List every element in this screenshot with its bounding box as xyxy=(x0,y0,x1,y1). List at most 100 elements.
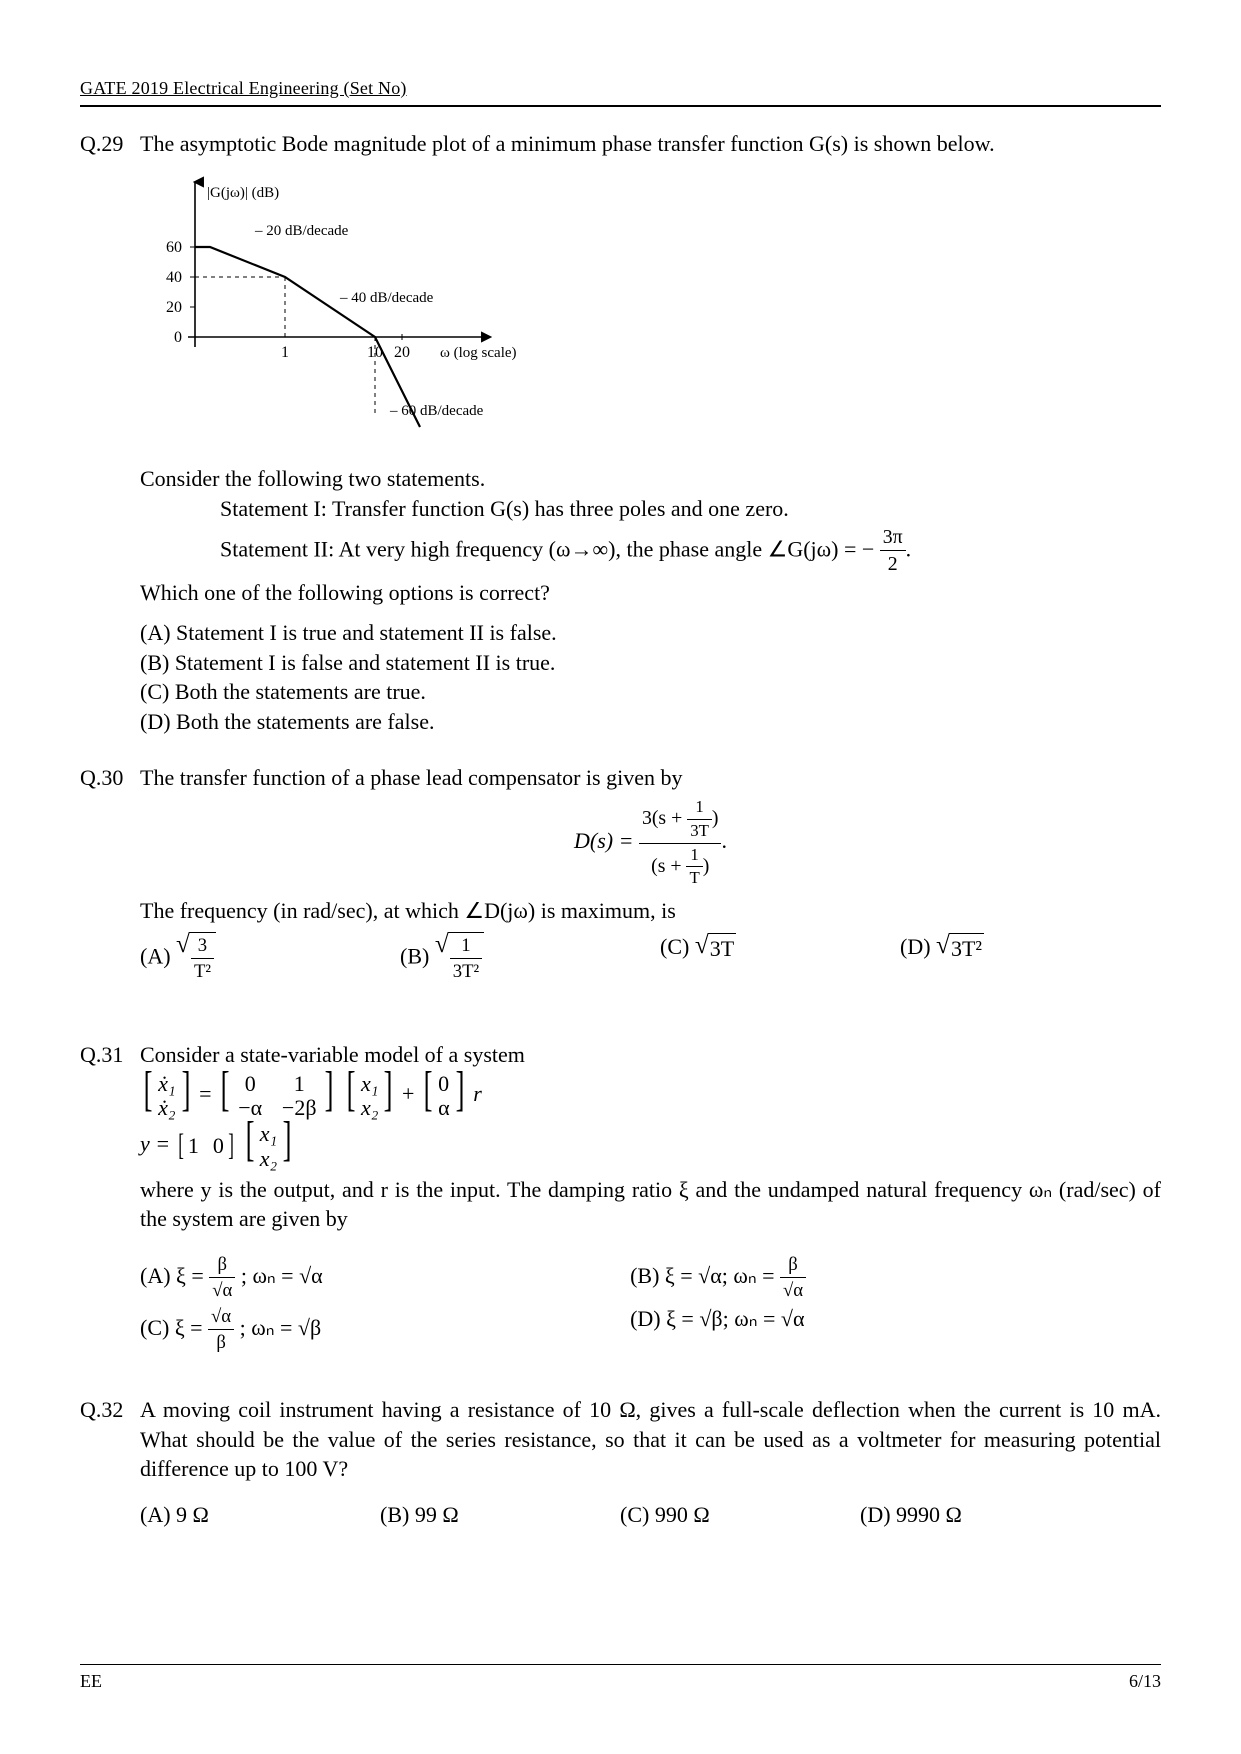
d: 3T² xyxy=(450,959,482,984)
text: . xyxy=(906,536,912,561)
y-eq: y = xyxy=(140,1132,176,1157)
question-body: The transfer function of a phase lead co… xyxy=(140,763,1161,985)
q30-line2: The frequency (in rad/sec), at which ∠D(… xyxy=(140,896,1161,926)
d: √α xyxy=(780,1278,806,1303)
cell: α xyxy=(438,1096,450,1120)
q31-opt-c: (C) ξ = √α β ; ωₙ = √β xyxy=(140,1304,630,1355)
q29-which: Which one of the following options is co… xyxy=(140,578,1161,608)
inner-frac: 1T xyxy=(686,844,702,890)
ylabel: |G(jω)| (dB) xyxy=(207,185,279,201)
q32-opt-d: (D) 9990 Ω xyxy=(860,1500,1060,1530)
matrix-xdot: [ ẋ₁ ẋ₂ ] xyxy=(140,1072,194,1120)
denominator: (s + 1T) xyxy=(639,844,722,890)
q30-opt-b: (B) √ 1 3T² xyxy=(400,932,620,984)
q29-opt-d: (D) Both the statements are false. xyxy=(140,707,1161,737)
text: ) xyxy=(712,807,719,829)
question-body: A moving coil instrument having a resist… xyxy=(140,1395,1161,1530)
q31-intro: Consider a state-variable model of a sys… xyxy=(140,1040,1161,1070)
radical-icon: √ xyxy=(435,932,449,984)
slope-20: – 20 dB/decade xyxy=(254,223,349,239)
matrix-B: [ 0 α ] xyxy=(420,1072,468,1120)
q29-stmt1: Statement I: Transfer function G(s) has … xyxy=(220,494,1161,524)
q29-stmt2: Statement II: At very high frequency (ω→… xyxy=(220,524,1161,578)
spacer xyxy=(80,1381,1161,1395)
question-number: Q.32 xyxy=(80,1395,140,1530)
question-body: Consider a state-variable model of a sys… xyxy=(140,1040,1161,1355)
q31-output-eq: y = [ 1 0 ] [ x₁ x₂ ] xyxy=(140,1122,1161,1170)
text: The asymptotic Bode magnitude plot of a … xyxy=(140,131,995,156)
n: √α xyxy=(208,1304,234,1330)
radical-icon: √ xyxy=(936,933,950,964)
q30-options: (A) √ 3 T² (B) √ xyxy=(140,932,1161,984)
den: 2 xyxy=(880,551,906,578)
text: ; ωₙ = √β xyxy=(240,1314,322,1339)
spacer xyxy=(140,1234,1161,1252)
text: ξ = xyxy=(175,1314,208,1339)
page-header: GATE 2019 Electrical Engineering (Set No… xyxy=(80,78,1161,107)
radical-icon: √ xyxy=(695,933,709,964)
frac: √α β xyxy=(208,1304,234,1355)
question-31: Q.31 Consider a state-variable model of … xyxy=(80,1040,1161,1355)
question-body: The asymptotic Bode magnitude plot of a … xyxy=(140,129,1161,737)
ytick-0: 0 xyxy=(174,329,182,346)
q31-opt-a: (A) ξ = β √α ; ωₙ = √α xyxy=(140,1252,630,1303)
text: ) xyxy=(703,854,710,876)
inner-frac: 13T xyxy=(687,796,712,842)
question-32: Q.32 A moving coil instrument having a r… xyxy=(80,1395,1161,1530)
label: (B) xyxy=(400,943,435,968)
q30-intro: The transfer function of a phase lead co… xyxy=(140,763,1161,793)
r: r xyxy=(473,1081,482,1106)
footer-right: 6/13 xyxy=(1129,1671,1161,1692)
cell: x₁ xyxy=(361,1072,378,1096)
page: GATE 2019 Electrical Engineering (Set No… xyxy=(0,0,1241,1754)
q32-opt-c: (C) 990 Ω xyxy=(620,1500,820,1530)
sqrt: √ 3 T² xyxy=(176,932,216,984)
period: . xyxy=(721,828,727,853)
cell: ẋ₁ xyxy=(158,1072,175,1096)
bode-plot: 0 20 40 60 1 10 20 xyxy=(140,167,1161,455)
xtick-20: 20 xyxy=(394,344,410,361)
ytick-40: 40 xyxy=(166,269,182,286)
cell: 0 xyxy=(438,1072,449,1096)
sqrt: √ 1 3T² xyxy=(435,932,484,984)
matrix-C: [ 1 0 ] xyxy=(176,1134,237,1158)
q30-opt-a: (A) √ 3 T² xyxy=(140,932,360,984)
label: (C) xyxy=(140,1314,175,1339)
d: T xyxy=(686,867,702,890)
q30-opt-d: (D) √3T² xyxy=(900,932,1100,984)
frac: β √α xyxy=(780,1252,806,1303)
q31-after: where y is the output, and r is the inpu… xyxy=(140,1175,1161,1234)
sqrt: √3T xyxy=(695,933,736,964)
label: (D) xyxy=(900,934,936,959)
q29-opt-b: (B) Statement I is false and statement I… xyxy=(140,648,1161,678)
q29-intro: The asymptotic Bode magnitude plot of a … xyxy=(140,129,1161,159)
text: ; ωₙ = √α xyxy=(241,1263,323,1288)
n: 1 xyxy=(687,796,712,820)
question-30: Q.30 The transfer function of a phase le… xyxy=(80,763,1161,985)
text: ξ = xyxy=(176,1263,209,1288)
d: 3T xyxy=(687,820,712,843)
ytick-20: 20 xyxy=(166,299,182,316)
plus: + xyxy=(402,1081,420,1106)
matrix-x2: [ x₁ x₂ ] xyxy=(242,1122,296,1170)
label: (A) xyxy=(140,943,176,968)
cell: x₂ xyxy=(361,1096,378,1120)
text: ξ = √β; ωₙ = √α xyxy=(666,1306,804,1331)
frac-Ds: 3(s + 13T) (s + 1T) xyxy=(639,796,722,890)
frac: 3 T² xyxy=(191,933,214,984)
question-number: Q.30 xyxy=(80,763,140,985)
cell: 0 xyxy=(235,1072,265,1096)
q31-options: (A) ξ = β √α ; ωₙ = √α (B) ξ = √α; ωₙ = … xyxy=(140,1252,1161,1355)
ytick-60: 60 xyxy=(166,239,182,256)
q29-opt-a: (A) Statement I is true and statement II… xyxy=(140,618,1161,648)
frac: 1 3T² xyxy=(450,933,482,984)
cell: 1 xyxy=(188,1134,199,1158)
label: (C) xyxy=(660,934,695,959)
matrix-x: [ x₁ x₂ ] xyxy=(343,1072,397,1120)
matrix-A: [ 0 1 −α −2β ] xyxy=(217,1072,337,1120)
spacer xyxy=(80,1010,1161,1040)
frac: β √α xyxy=(209,1252,235,1303)
text: ξ = √α; ωₙ = xyxy=(665,1263,780,1288)
q32-opt-b: (B) 99 Ω xyxy=(380,1500,580,1530)
q31-opt-b: (B) ξ = √α; ωₙ = β √α xyxy=(630,1252,1120,1303)
